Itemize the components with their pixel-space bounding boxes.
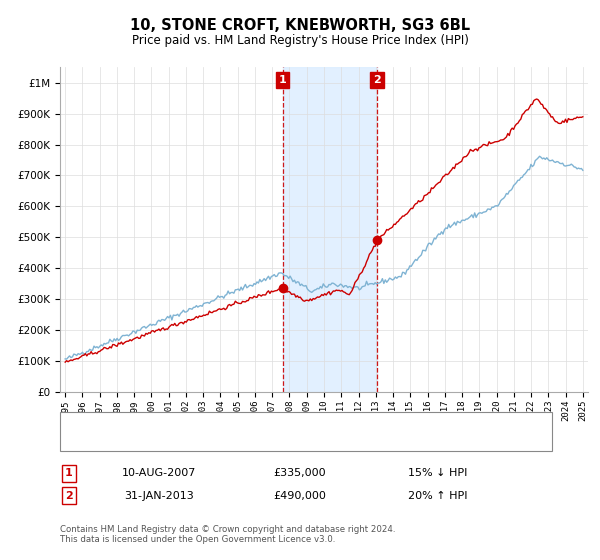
Text: 10, STONE CROFT, KNEBWORTH, SG3 6BL (detached house): 10, STONE CROFT, KNEBWORTH, SG3 6BL (det… xyxy=(93,416,405,426)
Text: 1: 1 xyxy=(279,75,287,85)
Text: 15% ↓ HPI: 15% ↓ HPI xyxy=(409,468,467,478)
Text: Contains HM Land Registry data © Crown copyright and database right 2024.
This d: Contains HM Land Registry data © Crown c… xyxy=(60,525,395,544)
Text: 2: 2 xyxy=(373,75,381,85)
Text: ——: —— xyxy=(69,433,98,446)
Text: 31-JAN-2013: 31-JAN-2013 xyxy=(124,491,194,501)
Text: 10-AUG-2007: 10-AUG-2007 xyxy=(122,468,196,478)
Bar xyxy=(283,67,377,392)
Text: 1: 1 xyxy=(65,468,73,478)
Text: Price paid vs. HM Land Registry's House Price Index (HPI): Price paid vs. HM Land Registry's House … xyxy=(131,34,469,47)
Text: 20% ↑ HPI: 20% ↑ HPI xyxy=(408,491,468,501)
Text: ——: —— xyxy=(69,414,98,428)
Text: 2: 2 xyxy=(65,491,73,501)
Text: HPI: Average price, detached house, North Hertfordshire: HPI: Average price, detached house, Nort… xyxy=(93,435,388,445)
Text: £335,000: £335,000 xyxy=(274,468,326,478)
Text: 10, STONE CROFT, KNEBWORTH, SG3 6BL: 10, STONE CROFT, KNEBWORTH, SG3 6BL xyxy=(130,18,470,32)
Text: £490,000: £490,000 xyxy=(274,491,326,501)
